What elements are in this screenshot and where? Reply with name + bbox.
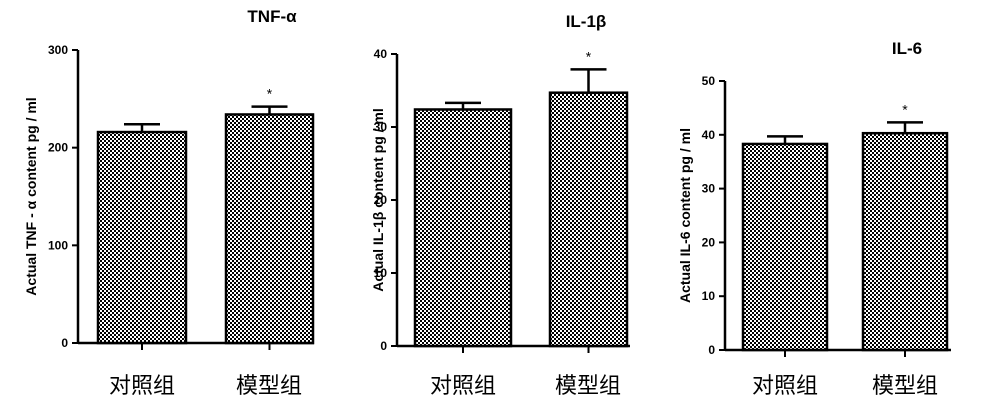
- y-tick-label: 10: [374, 266, 388, 280]
- x-category-label: 对照组: [430, 374, 496, 399]
- chart-title: TNF-α: [247, 7, 297, 26]
- bar-2: [548, 91, 629, 348]
- significance-marker: *: [586, 48, 592, 64]
- y-tick-label: 200: [48, 141, 68, 155]
- y-tick-label: 300: [48, 43, 68, 57]
- x-category-label: 对照组: [752, 374, 818, 399]
- y-tick-label: 40: [702, 128, 716, 142]
- y-axis-label: Actual IL-6 content pg / ml: [677, 128, 693, 303]
- chart-title: IL-1β: [566, 12, 607, 31]
- y-tick-label: 0: [380, 339, 387, 353]
- y-tick-label: 20: [702, 235, 716, 249]
- y-tick-label: 10: [702, 289, 716, 303]
- bar-1: [96, 130, 188, 345]
- significance-marker: *: [902, 101, 908, 117]
- y-tick-label: 40: [374, 47, 388, 61]
- y-tick-label: 50: [702, 74, 716, 88]
- x-category-label: 模型组: [236, 374, 302, 399]
- y-tick-label: 30: [702, 182, 716, 196]
- y-tick-label: 0: [708, 343, 715, 357]
- y-axis-label: Actual TNF - α content pg / ml: [23, 97, 39, 295]
- chart-panel-3: IL-6 Actual IL-6 content pg / ml 0 10 20 30 40…: [677, 39, 951, 399]
- y-tick-label: 100: [48, 238, 68, 252]
- x-category-label: 模型组: [555, 374, 621, 399]
- y-tick-label: 30: [374, 120, 388, 134]
- y-tick-label: 0: [61, 336, 68, 350]
- chart-title: IL-6: [892, 39, 922, 58]
- x-category-label: 模型组: [872, 374, 938, 399]
- bar-2: [861, 131, 949, 352]
- chart-panel-2: IL-1β Actual IL-1β content pg / ml 0 10 20 30…: [370, 12, 630, 399]
- bar-1: [741, 142, 829, 352]
- bar-1: [413, 108, 513, 348]
- significance-marker: *: [267, 86, 273, 102]
- chart-panel-1: TNF-α Actual TNF - α content pg / ml 0 100 2…: [23, 7, 315, 399]
- y-tick-label: 20: [374, 193, 388, 207]
- x-category-label: 对照组: [109, 374, 175, 399]
- bar-2: [224, 113, 315, 345]
- y-axis-label: Actual IL-1β content pg / ml: [370, 108, 386, 292]
